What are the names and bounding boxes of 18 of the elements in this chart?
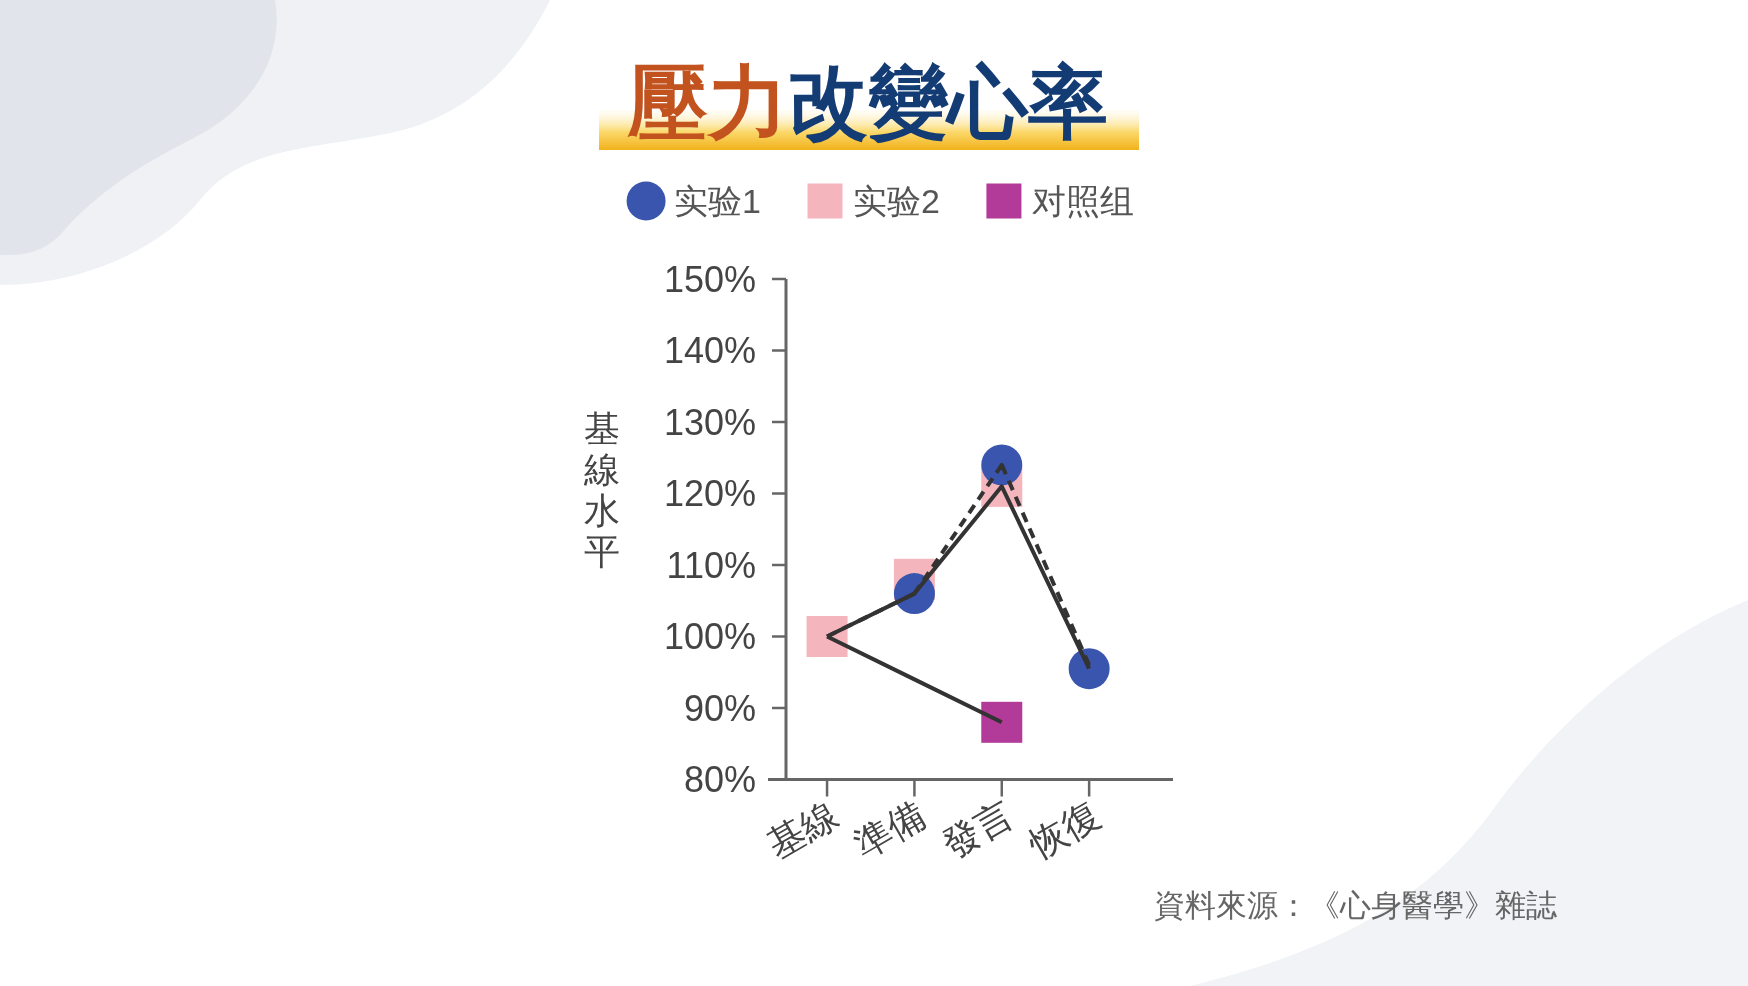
- y-tick-label: 110%: [666, 544, 756, 586]
- legend-label: 实验1: [674, 182, 761, 220]
- y-tick-label: 140%: [663, 330, 756, 371]
- x-tick-label: 發言: [935, 793, 1020, 866]
- y-tick-label: 80%: [683, 759, 756, 800]
- y-tick-label: 120%: [663, 473, 756, 514]
- y-axis-title: 基線水平: [583, 407, 620, 572]
- x-tick-label: 準備: [847, 793, 933, 866]
- x-tick-label: 恢復: [1020, 793, 1108, 867]
- source-note: 資料來源：《心身醫學》雜誌: [1154, 888, 1557, 923]
- y-tick-label: 130%: [663, 401, 756, 443]
- chart-title: 壓力改變心率: [627, 58, 1108, 147]
- x-tick-label: 基線: [760, 793, 846, 866]
- legend-label: 实验2: [853, 182, 940, 220]
- y-tick-label: 150%: [663, 258, 756, 300]
- legend-label: 对照组: [1031, 182, 1134, 220]
- y-tick-label: 100%: [663, 616, 756, 657]
- y-tick-label: 90%: [683, 687, 756, 729]
